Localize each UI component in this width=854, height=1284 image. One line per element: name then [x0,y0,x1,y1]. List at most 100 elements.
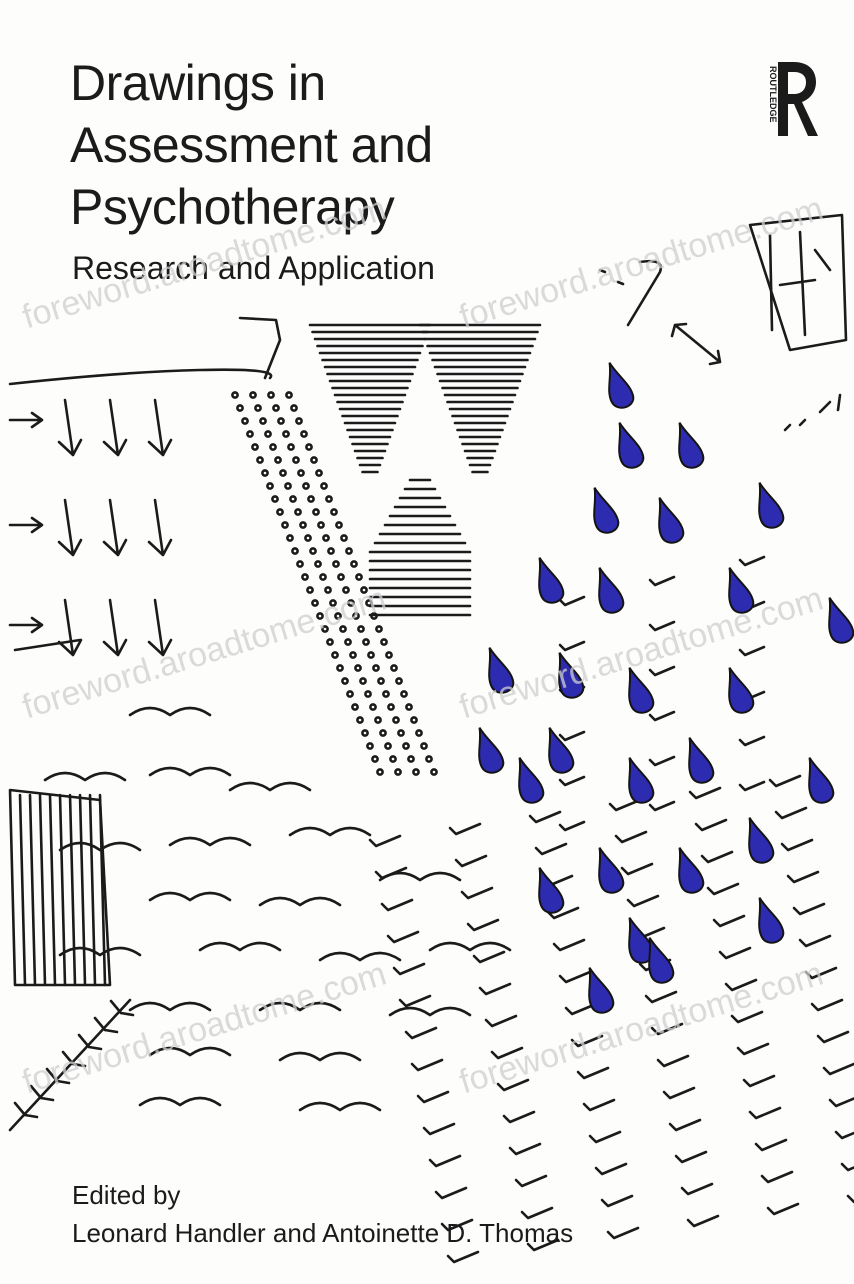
small-drop-doodle [281,521,289,529]
small-drop-doodle [357,625,365,633]
check-dash [834,1130,854,1140]
blue-raindrop [628,917,655,964]
down-arrow [147,498,173,557]
bird-doodle [168,836,252,847]
small-drop-doodle [306,586,314,594]
blue-raindrop [758,482,785,529]
small-drop-doodle [290,404,298,412]
small-drop-doodle [267,391,275,399]
small-drop-doodle [380,638,388,646]
check-dash [738,780,766,792]
check-dash [484,1014,518,1028]
fence-bar [28,793,37,987]
bird-doodle [288,826,372,837]
check-dash [528,810,562,824]
small-drop-doodle [420,742,428,750]
small-drop-doodle [354,664,362,672]
blue-raindrop [628,667,655,714]
small-drop-doodle [246,430,254,438]
small-drop-doodle [337,573,345,581]
small-drop-doodle [297,469,305,477]
check-dash [648,710,676,722]
small-drop-doodle [341,677,349,685]
check-dash [840,1162,854,1172]
blue-raindrop [538,557,565,604]
down-arrow [57,598,83,657]
bird-doodle [148,1046,232,1057]
small-drop-doodle [340,534,348,542]
blue-raindrop [558,652,585,699]
branch-leaf [29,1084,55,1102]
check-dash [650,1022,684,1036]
check-dash [742,1074,776,1088]
check-dash [558,775,586,787]
small-drop-doodle [276,508,284,516]
small-drop-doodle [347,599,355,607]
check-dash [422,1122,456,1136]
check-dash [558,730,586,742]
small-drop-doodle [415,729,423,737]
check-dash [386,930,420,944]
small-drop-doodle [304,534,312,542]
check-dash [428,1154,462,1168]
small-drop-doodle [266,482,274,490]
check-dash [478,982,512,996]
small-drop-doodle [300,430,308,438]
small-drop-doodle [256,456,264,464]
small-drop-doodle [352,612,360,620]
branch-leaf [13,1101,39,1119]
small-drop-doodle [320,482,328,490]
blue-raindrop [728,667,755,714]
small-drop-doodle [325,495,333,503]
editors-names: Leonard Handler and Antoinette D. Thomas [72,1218,574,1248]
check-dash [648,755,676,767]
check-dash [460,886,494,900]
small-drop-doodle [346,690,354,698]
check-dash [392,962,426,976]
small-drop-doodle [364,690,372,698]
small-drop-doodle [285,391,293,399]
small-drop-doodle [259,417,267,425]
small-drop-doodle [301,573,309,581]
small-drop-doodle [312,508,320,516]
blue-raindrop [588,967,615,1014]
check-dash [514,1174,548,1188]
small-drop-doodle [382,690,390,698]
small-drop-doodle [369,703,377,711]
small-drop-doodle [430,768,438,776]
small-drop-doodle [349,651,357,659]
small-drop-doodle [241,417,249,425]
fence-bar [48,793,57,987]
check-dash [648,620,676,632]
small-drop-doodle [407,755,415,763]
small-drop-doodle [321,625,329,633]
check-dash [614,830,648,844]
branch-leaf [61,1050,87,1068]
hill-outline [238,316,282,380]
bird-doodle [58,946,142,957]
check-dash [446,1250,480,1264]
small-drop-doodle [405,703,413,711]
check-dash [582,1098,616,1112]
blue-raindrop [538,867,565,914]
down-arrow [102,598,128,657]
fence-bar [98,793,107,987]
title-line-1: Drawings in [70,55,326,111]
check-dash [668,1118,702,1132]
check-dash [600,1194,634,1208]
check-dash [846,1194,854,1204]
small-drop-doodle [355,573,363,581]
double-arrow [670,322,722,366]
bird-doodle [258,896,342,907]
small-drop-doodle [291,547,299,555]
small-drop-doodle [397,729,405,737]
small-drop-doodle [324,586,332,594]
small-drop-doodle [329,599,337,607]
check-dash [816,1030,850,1044]
routledge-logo: ROUTLEDGE [768,62,818,136]
book-title: Drawings in Assessment and Psychotherapy [70,52,433,238]
small-drop-doodle [296,560,304,568]
check-dash [508,1142,542,1156]
blue-raindrop [678,422,705,469]
small-drop-doodle [302,482,310,490]
